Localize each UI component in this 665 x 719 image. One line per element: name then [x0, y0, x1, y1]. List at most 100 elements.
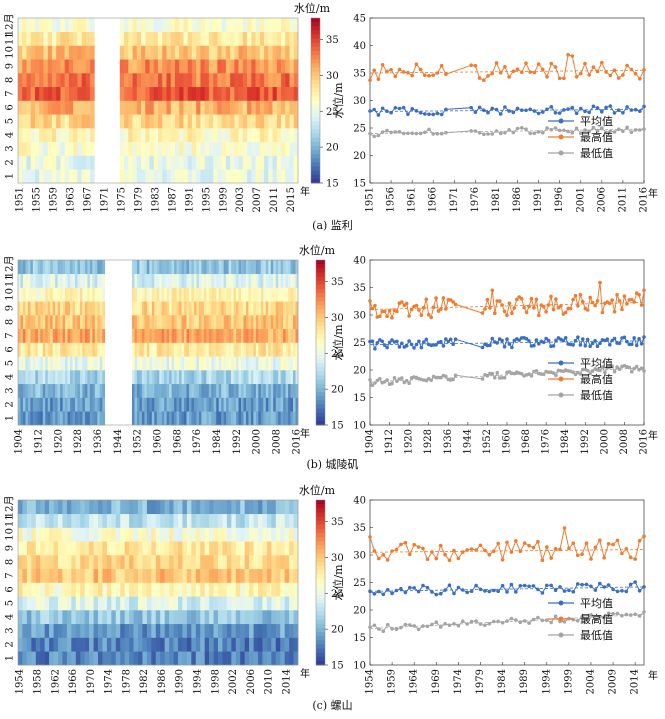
data-point-min	[500, 620, 505, 625]
heatmap-cell	[75, 623, 81, 638]
heatmap-cell	[258, 623, 263, 638]
heatmap-cell	[25, 356, 29, 371]
heatmap-cell	[187, 86, 193, 101]
heatmap-cell	[145, 114, 150, 129]
data-point-mean	[400, 341, 404, 346]
heatmap-cell	[81, 59, 87, 74]
heatmap-cell	[226, 370, 229, 385]
heatmap-cell	[26, 114, 32, 129]
data-point-max	[397, 67, 402, 72]
data-point-max	[632, 300, 636, 304]
heatmap-cell	[52, 260, 56, 275]
data-point-min	[540, 618, 545, 623]
heatmap-cell	[191, 651, 197, 666]
heatmap-cell	[164, 411, 167, 426]
heatmap-cell	[42, 315, 46, 330]
heatmap-cell	[195, 500, 201, 515]
heatmap-cell	[34, 114, 40, 129]
heatmap-cell	[280, 527, 285, 542]
heatmap-cell	[149, 370, 153, 385]
legend-marker-max	[558, 376, 564, 382]
heatmap-cell	[260, 411, 264, 426]
heatmap-cell	[203, 260, 207, 275]
heatmap-cell	[173, 555, 179, 570]
colorbar-segment	[316, 400, 325, 405]
heatmap-year-tick: 1951	[15, 187, 26, 212]
data-point-mean	[617, 341, 622, 346]
data-point-mean	[570, 105, 575, 110]
data-point-mean	[531, 584, 536, 588]
heatmap-cell	[238, 86, 244, 101]
data-point-mean	[593, 339, 597, 343]
heatmap-cell	[166, 100, 172, 115]
data-point-max	[576, 304, 580, 308]
colorbar-segment	[311, 100, 320, 106]
heatmap-cell	[236, 370, 239, 385]
heatmap-cell	[149, 328, 153, 343]
heatmap-cell	[99, 342, 103, 357]
heatmap-cell	[201, 383, 205, 398]
data-point-max	[590, 300, 595, 305]
heatmap-cell	[260, 260, 264, 275]
heatmap-cell	[84, 582, 90, 597]
heatmap-cell	[200, 513, 205, 528]
heatmap-cell	[226, 637, 232, 652]
heatmap-cell	[43, 155, 48, 170]
heatmap-cell	[196, 328, 200, 343]
heatmap-cell	[186, 342, 190, 357]
data-point-max	[515, 297, 519, 302]
heatmap-cell	[129, 568, 134, 583]
heatmap-cell	[281, 141, 286, 156]
colorbar-frame	[310, 17, 321, 184]
data-point-min	[500, 376, 504, 380]
data-point-min	[536, 615, 540, 620]
heatmap-cell	[238, 260, 242, 275]
heatmap-cell	[67, 328, 71, 343]
heatmap-cell	[62, 596, 68, 611]
heatmap-cell	[57, 411, 61, 426]
heatmap-cell	[155, 610, 161, 625]
heatmap-cell	[62, 260, 66, 275]
heatmap-cell	[158, 59, 163, 74]
heatmap-cell	[79, 411, 83, 426]
heatmap-cell	[58, 637, 63, 652]
heatmap-cell	[289, 610, 294, 625]
heatmap-cell	[71, 527, 77, 542]
data-point-min	[509, 616, 514, 621]
heatmap-cell	[120, 555, 125, 570]
data-point-max	[430, 550, 434, 554]
data-point-max	[515, 67, 520, 71]
heatmap-cell	[240, 527, 245, 542]
heatmap-cell	[151, 527, 157, 542]
heatmap-cell	[128, 114, 133, 129]
heatmap-cell	[79, 397, 83, 412]
colorbar-segment	[311, 18, 320, 23]
heatmap-cell	[22, 370, 26, 385]
heatmap-cell	[40, 500, 45, 515]
heatmap-cell	[22, 637, 28, 652]
heatmap-cell	[26, 155, 32, 170]
heatmap-cell	[266, 527, 272, 542]
colorbar-segment	[316, 623, 325, 629]
heatmap-month-label: 7	[5, 572, 16, 578]
heatmap-cell	[289, 527, 294, 542]
heatmap-cell	[231, 260, 234, 275]
heatmap-cell	[169, 260, 172, 275]
heatmap-cell	[119, 18, 125, 33]
data-point-mean	[553, 111, 558, 115]
heatmap-cell	[60, 342, 63, 357]
heatmap-cell	[278, 397, 281, 412]
heatmap-cell	[173, 541, 179, 556]
heatmap-cell	[159, 356, 163, 371]
data-point-min	[385, 128, 389, 133]
heatmap-cell	[275, 637, 281, 652]
heatmap-cell	[271, 541, 277, 556]
heatmap-cell	[171, 342, 175, 357]
heatmap-cell	[18, 541, 23, 556]
heatmap-cell	[73, 100, 78, 115]
heatmap-month-label: 12月	[3, 256, 15, 279]
heatmap-cell	[18, 141, 23, 156]
heatmap-cell	[65, 301, 68, 316]
heatmap-cell	[72, 397, 76, 412]
x-axis-unit: 年	[648, 429, 658, 442]
